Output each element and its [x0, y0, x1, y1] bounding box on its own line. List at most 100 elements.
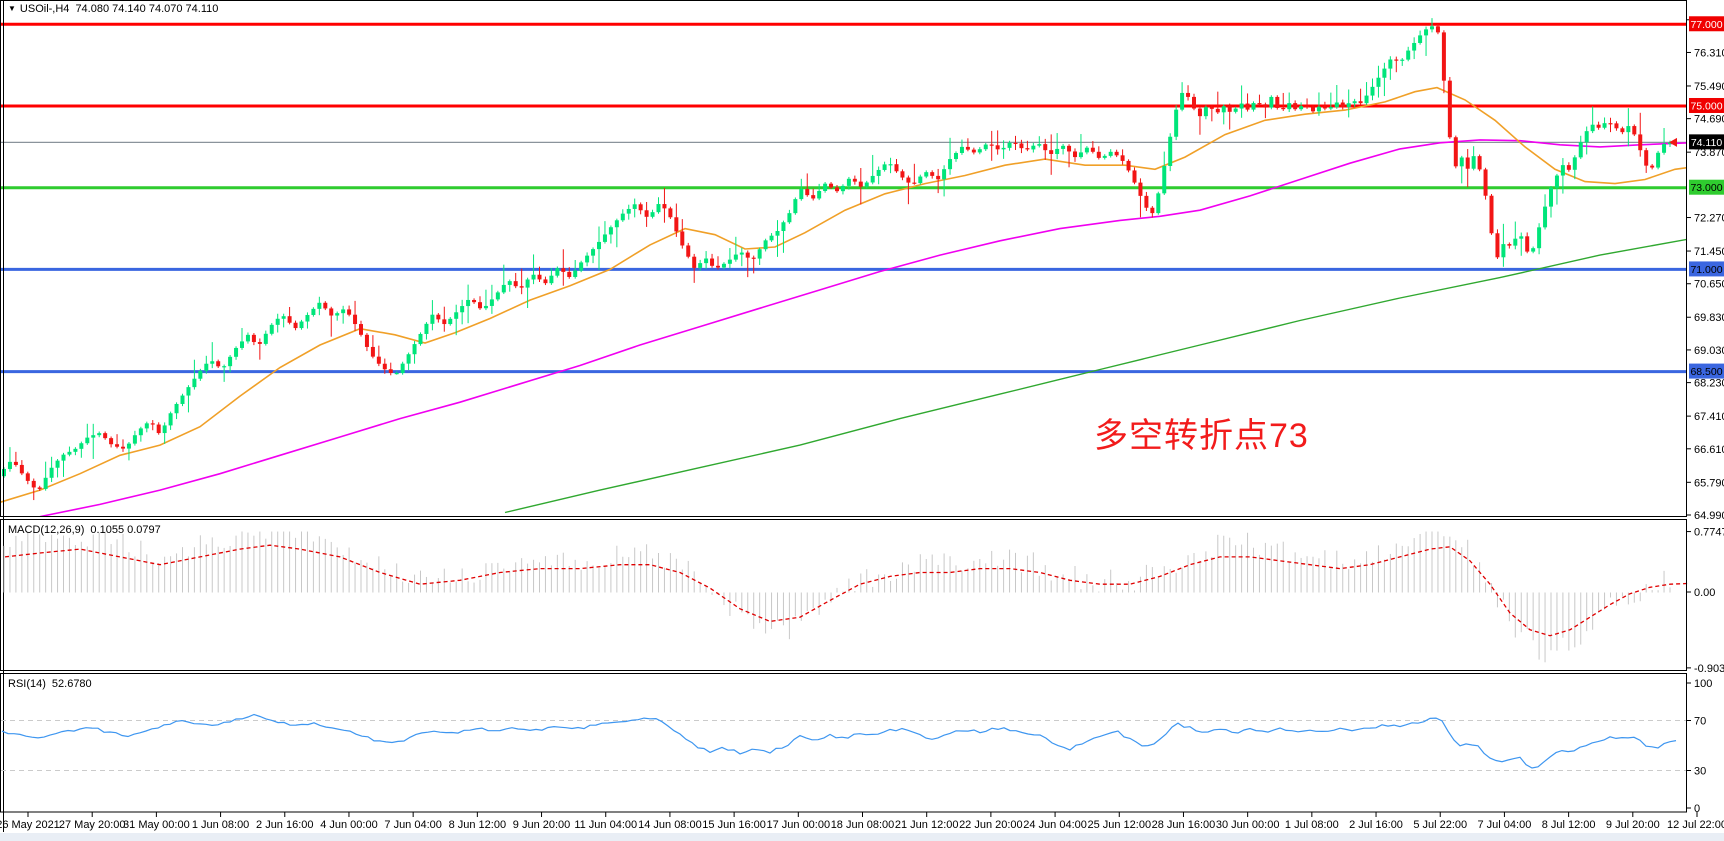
candle-bear: [1638, 134, 1643, 151]
candle-bull: [1430, 26, 1434, 30]
rsi-panel[interactable]: [1, 713, 1687, 771]
candle-bull: [198, 370, 203, 379]
candle-bull: [1269, 96, 1274, 108]
candle-bull: [1239, 103, 1244, 109]
candle-bull: [602, 234, 607, 242]
symbol-ohlc-label[interactable]: ▼ USOil-,H4 74.080 74.140 74.070 74.110: [8, 3, 218, 15]
candle-bull: [531, 274, 536, 280]
macd-tick-label: 0.00: [1694, 587, 1715, 599]
candle-bull: [180, 395, 185, 404]
dropdown-arrow-icon[interactable]: ▼: [8, 4, 16, 13]
candle-bear: [1483, 169, 1488, 196]
candle-bull: [49, 467, 54, 478]
candle-bull: [483, 305, 488, 309]
candle-bear: [37, 487, 42, 489]
candle-bull: [466, 299, 471, 307]
candle-bull: [781, 222, 786, 232]
candle-bull: [1108, 151, 1113, 156]
candle-bear: [1495, 233, 1500, 258]
macd-indicator-label: MACD(12,26,9) 0.1055 0.0797: [8, 524, 161, 536]
candle-bull: [1560, 165, 1565, 176]
candle-bear: [686, 245, 691, 257]
candle-bear: [1126, 160, 1131, 171]
macd-panel[interactable]: [3, 531, 1691, 663]
annotation-text: 多空转折点73: [1094, 417, 1309, 455]
candle-bear: [25, 473, 30, 481]
candle-bear: [1215, 108, 1220, 113]
candle-bull: [269, 324, 274, 334]
candle-bear: [1566, 165, 1571, 170]
candle-bull: [281, 316, 286, 319]
candles-group: [2, 18, 1672, 501]
candle-bear: [323, 302, 328, 309]
candle-bull: [1662, 143, 1667, 153]
candle-bull: [1233, 108, 1238, 112]
candle-bull: [495, 292, 500, 300]
candle-bear: [1227, 106, 1232, 112]
candle-bull: [144, 423, 149, 429]
rsi-indicator-label: RSI(14) 52.6780: [8, 678, 92, 690]
price-badge: [1689, 16, 1724, 32]
candle-bull: [1584, 131, 1589, 143]
candle-bull: [954, 152, 958, 160]
candle-bear: [936, 175, 941, 180]
candle-bull: [1412, 42, 1417, 51]
candle-bear: [1650, 165, 1655, 168]
candle-bull: [263, 333, 268, 344]
candle-bear: [1620, 128, 1625, 133]
candle-bull: [275, 318, 280, 325]
candle-bull: [73, 448, 78, 452]
time-tick-label: 22 Jun 20:00: [959, 819, 1023, 831]
ma-slow-green-line: [504, 238, 1686, 514]
time-tick-label: 28 Jun 16:00: [1152, 819, 1216, 831]
time-tick-label: 26 May 2021: [0, 819, 60, 831]
candle-bull: [549, 275, 554, 284]
price-tick-label: 76.310: [1694, 47, 1724, 59]
candle-bear: [472, 299, 477, 303]
candle-bull: [733, 254, 738, 260]
time-tick-label: 12 Jul 22:00: [1667, 819, 1724, 831]
candle-bull: [162, 425, 167, 434]
candle-bear: [710, 258, 715, 266]
candle-bull: [763, 240, 768, 250]
main-panel-frame: [0, 0, 1687, 517]
price-tick-label: 74.690: [1694, 114, 1724, 126]
time-tick-label: 30 Jun 00:00: [1216, 819, 1280, 831]
candle-bull: [918, 176, 923, 184]
time-tick-label: 2 Jun 16:00: [256, 819, 314, 831]
candle-bull: [1382, 68, 1387, 78]
candle-bear: [436, 314, 441, 320]
time-tick-label: 24 Jun 04:00: [1023, 819, 1087, 831]
rsi-title: RSI(14): [8, 678, 46, 690]
candle-bull: [1001, 147, 1006, 150]
candle-bull: [846, 178, 851, 186]
candle-bear: [1114, 151, 1119, 156]
price-tick-label: 68.230: [1694, 378, 1724, 390]
candle-bull: [1162, 166, 1167, 194]
candle-bull: [632, 204, 637, 209]
candle-bear: [1525, 236, 1530, 252]
candle-bear: [156, 424, 161, 434]
price-axis[interactable]: 77.11076.31075.49074.69073.87072.27071.4…: [1687, 15, 1724, 815]
candle-bull: [1513, 238, 1518, 246]
time-tick-label: 8 Jul 12:00: [1542, 819, 1596, 831]
price-tick-label: 69.030: [1694, 345, 1724, 357]
macd-tick-label: 0.7747: [1694, 527, 1724, 539]
candle-bull: [240, 341, 244, 348]
candle-bull: [1102, 155, 1107, 158]
candle-bear: [1019, 143, 1024, 149]
candle-bear: [1275, 96, 1280, 108]
price-tick-label: 72.270: [1694, 213, 1724, 225]
candle-bear: [257, 342, 262, 344]
candle-bear: [1192, 96, 1196, 109]
candle-bear: [692, 256, 697, 268]
main-chart-panel[interactable]: [0, 18, 1690, 516]
candle-bull: [97, 433, 102, 436]
candle-bull: [942, 169, 947, 180]
candle-bull: [245, 334, 250, 342]
time-tick-label: 18 Jun 08:00: [831, 819, 895, 831]
candle-bear: [537, 274, 542, 280]
